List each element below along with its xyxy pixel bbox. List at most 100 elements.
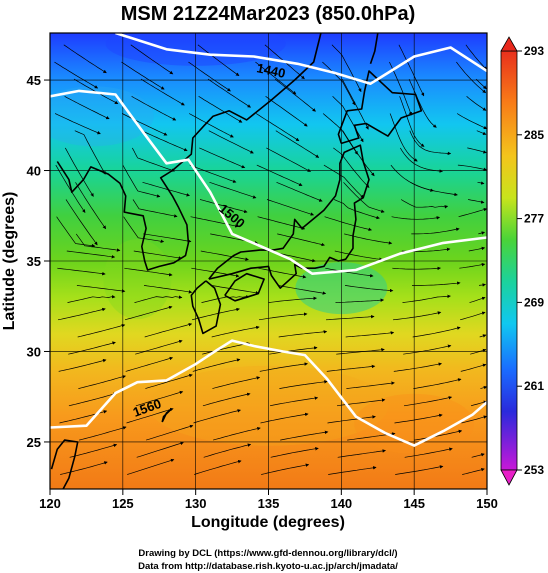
streamline [327, 415, 376, 424]
streamline [411, 227, 460, 235]
streamline [200, 250, 249, 261]
streamline [279, 380, 328, 389]
streamline [480, 385, 487, 390]
streamline [266, 199, 315, 216]
streamline [209, 181, 257, 199]
streamline [479, 334, 487, 338]
y-tick-label: 30 [27, 344, 41, 359]
streamline [471, 453, 485, 458]
colorbar: 293 285 277 269 261 253 [500, 36, 544, 486]
streamline [198, 96, 243, 123]
streamline [202, 392, 251, 407]
streamline [461, 415, 487, 424]
streamline [334, 250, 383, 261]
streamline [133, 250, 183, 260]
chart-title: MSM 21Z24Mar2023 (850.0hPa) [121, 3, 416, 25]
streamlines [54, 44, 487, 475]
streamline [458, 207, 487, 218]
streamline [395, 465, 444, 475]
streamline [336, 348, 385, 355]
streamline [336, 398, 386, 407]
streamline [69, 443, 118, 458]
streamline [194, 459, 242, 475]
streamline [335, 298, 385, 303]
streamline [207, 78, 251, 108]
coastline [190, 280, 222, 335]
streamline [392, 266, 441, 271]
y-tick-label: 35 [27, 254, 41, 269]
streamline [412, 326, 461, 338]
streamline [326, 364, 376, 372]
colorbar-min-arrow [500, 469, 518, 486]
colorbar-tick-label: 285 [524, 128, 544, 142]
credit-data-source: Data from http://database.rish.kyoto-u.a… [138, 561, 398, 572]
streamline [274, 78, 316, 112]
streamline [77, 323, 126, 338]
streamline [68, 341, 116, 355]
streamline [146, 424, 194, 441]
streamline [201, 294, 250, 303]
streamline [402, 294, 451, 303]
streamline [344, 233, 393, 245]
streamline [399, 96, 425, 147]
streamline [460, 311, 486, 321]
streamline [412, 281, 461, 286]
streamline [261, 463, 310, 475]
streamline [456, 113, 487, 130]
streamline [55, 164, 86, 213]
streamline [414, 429, 463, 441]
streamline [127, 458, 175, 475]
streamline [189, 164, 237, 183]
streamline [132, 199, 178, 218]
streamline [413, 378, 462, 389]
colorbar-tick-label: 277 [524, 212, 544, 226]
streamline [259, 362, 308, 372]
streamline [210, 285, 260, 295]
streamline [131, 147, 176, 172]
streamline [265, 96, 308, 127]
colorbar-scale [500, 50, 518, 471]
streamline [124, 267, 173, 277]
coastline [56, 33, 322, 271]
streamline [135, 339, 183, 355]
contour-1560 [50, 339, 487, 447]
streamline [255, 61, 297, 95]
streamline [325, 267, 374, 278]
streamline [476, 130, 487, 135]
streamline [333, 147, 370, 188]
streamline [191, 307, 240, 321]
streamline [322, 61, 356, 106]
streamline [459, 262, 486, 269]
streamline [393, 362, 442, 372]
coastline [208, 144, 370, 289]
streamline [331, 44, 362, 93]
streamline [345, 331, 395, 338]
streamline [325, 314, 375, 321]
streamline [208, 130, 254, 154]
streamline [145, 373, 193, 389]
streamline [75, 233, 121, 252]
streamline [258, 312, 308, 321]
streamline [456, 61, 487, 94]
streamline [328, 466, 377, 475]
streamline [199, 147, 246, 169]
streamline [188, 113, 234, 138]
streamline [470, 400, 487, 407]
streamline [58, 358, 107, 372]
y-axis-label: Latitude (degrees) [1, 192, 18, 331]
streamline [193, 409, 241, 424]
streamline [68, 392, 117, 407]
streamline [211, 325, 260, 338]
coastline [224, 272, 265, 302]
streamline [260, 412, 309, 424]
streamline [266, 147, 312, 172]
streamline [333, 199, 380, 220]
streamline [460, 363, 487, 372]
streamline [392, 311, 442, 321]
streamline [192, 358, 241, 372]
streamline [60, 461, 108, 475]
streamline [126, 407, 174, 424]
streamline [257, 216, 306, 230]
streamline [343, 182, 385, 213]
